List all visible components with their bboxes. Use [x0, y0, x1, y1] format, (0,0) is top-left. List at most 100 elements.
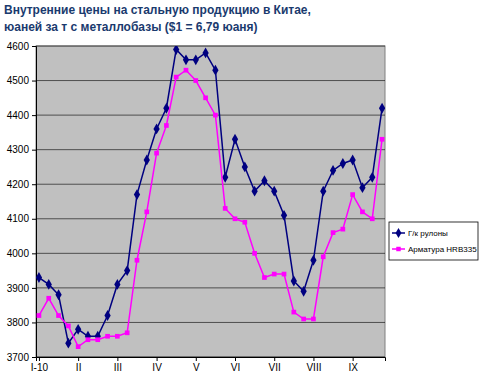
- point: [350, 192, 355, 197]
- x-tick-mark: [78, 357, 79, 361]
- point: [291, 310, 296, 315]
- point: [65, 338, 71, 349]
- y-tick: 3700: [7, 352, 36, 363]
- point: [85, 331, 91, 342]
- y-tick-mark: [32, 184, 36, 185]
- grid-line: [36, 322, 385, 323]
- x-tick: VII: [269, 357, 281, 373]
- grid-line: [36, 115, 385, 116]
- x-tick-label: III: [114, 362, 122, 373]
- point: [242, 220, 247, 225]
- point: [232, 134, 238, 145]
- subtitle: юаней за т с металлобазы ($1 = 6,79 юаня…: [4, 20, 258, 34]
- legend-box: [389, 222, 478, 260]
- point: [379, 103, 385, 114]
- point: [202, 47, 208, 58]
- point: [262, 275, 267, 280]
- x-tick-label: IX: [348, 362, 358, 373]
- y-tick-label: 4300: [7, 144, 30, 155]
- point: [164, 123, 169, 128]
- x-tick-label: I-10: [31, 362, 49, 373]
- y-tick-label: 4500: [7, 75, 30, 86]
- x-tick: I-10: [31, 357, 49, 373]
- point: [212, 65, 218, 76]
- x-tick-mark: [157, 357, 158, 361]
- plot-area: [36, 46, 385, 357]
- grid-line: [36, 218, 385, 219]
- x-tick: VIII: [306, 357, 321, 373]
- series: [36, 46, 385, 349]
- y-axis-line: [32, 47, 37, 358]
- point: [233, 216, 238, 221]
- point: [37, 313, 42, 318]
- x-tick-label: V: [193, 362, 200, 373]
- y-tick-mark: [32, 219, 36, 220]
- grid: [36, 46, 385, 357]
- grid-line: [36, 253, 385, 254]
- x-tick-mark: [196, 357, 197, 361]
- y-tick-label: 4100: [7, 213, 30, 224]
- point: [310, 255, 316, 266]
- series-line: [39, 49, 382, 343]
- x-axis: I-10IIIIIIVVVIVIIVIIIIX: [31, 357, 386, 373]
- x-tick: II: [76, 357, 82, 373]
- x-tick-label: VI: [231, 362, 240, 373]
- point: [272, 272, 277, 277]
- x-tick-mark: [235, 357, 236, 361]
- point: [104, 310, 110, 321]
- point: [174, 75, 179, 80]
- y-tick-mark: [32, 288, 36, 289]
- y-tick-label: 4400: [7, 110, 30, 121]
- grid-line: [36, 46, 385, 47]
- point: [369, 172, 375, 183]
- y-tick-mark: [32, 357, 36, 358]
- x-tick-mark: [274, 357, 275, 361]
- y-tick-mark: [32, 150, 36, 151]
- point: [46, 296, 51, 301]
- y-tick-label: 4600: [7, 41, 30, 52]
- point: [95, 331, 101, 342]
- grid-line: [36, 287, 385, 288]
- point: [193, 78, 198, 83]
- x-tick: VI: [231, 357, 240, 373]
- x-tick-mark: [313, 357, 314, 361]
- x-tick-label: IV: [152, 362, 162, 373]
- point: [134, 189, 140, 200]
- point: [321, 254, 326, 259]
- point: [184, 68, 189, 73]
- point: [340, 158, 346, 169]
- point: [252, 251, 257, 256]
- point: [95, 337, 100, 342]
- point: [360, 210, 365, 215]
- y-tick-mark: [32, 115, 36, 116]
- point: [251, 186, 257, 197]
- point: [301, 317, 306, 322]
- y-tick: 4500: [7, 75, 36, 86]
- y-tick: 4600: [7, 41, 36, 52]
- x-tick-label: VIII: [306, 362, 321, 373]
- point: [300, 286, 306, 297]
- x-tick: IV: [152, 357, 162, 373]
- point: [223, 206, 228, 211]
- point: [261, 175, 267, 186]
- y-tick-label: 4200: [7, 179, 30, 190]
- point: [66, 324, 71, 329]
- y-axis: 3700380039004000410042004300440045004600: [7, 41, 37, 363]
- point: [173, 46, 179, 55]
- y-tick: 4100: [7, 213, 36, 224]
- point: [56, 313, 61, 318]
- legend-marker: [396, 228, 402, 238]
- x-tick-mark: [353, 357, 354, 361]
- y-tick-label: 4000: [7, 248, 30, 259]
- point: [193, 54, 199, 65]
- y-tick: 4000: [7, 248, 36, 259]
- x-axis-line: [37, 358, 386, 362]
- point: [331, 230, 336, 235]
- chart: Внутренние цены на стальную продукцию в …: [0, 0, 480, 387]
- x-tick-label: VII: [269, 362, 281, 373]
- point: [144, 210, 149, 215]
- y-tick-label: 3800: [7, 317, 30, 328]
- marks: [36, 46, 385, 349]
- y-tick: 3800: [7, 317, 36, 328]
- x-tick: IX: [348, 357, 358, 373]
